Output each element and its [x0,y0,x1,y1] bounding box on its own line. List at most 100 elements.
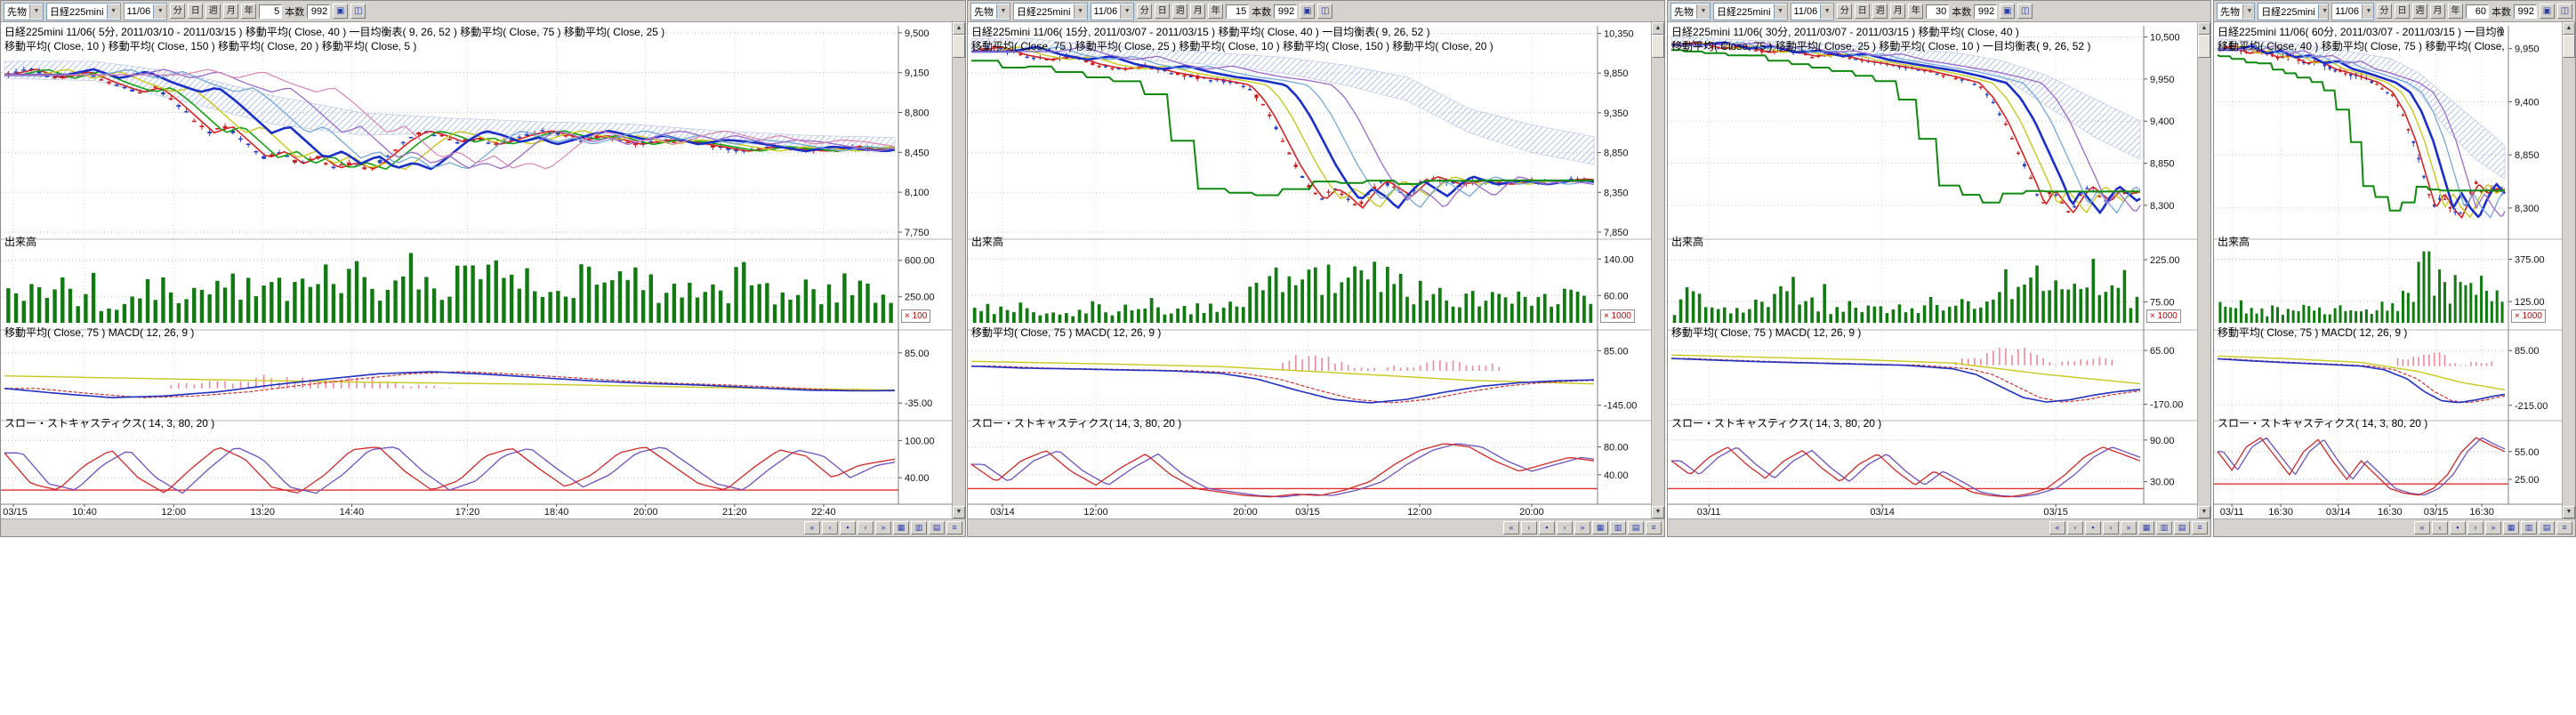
period-button-1[interactable]: 分 [170,4,186,19]
period-button-1[interactable]: 分 [1837,4,1853,19]
nav-table-button[interactable]: ▤ [1628,521,1644,534]
nav-first-button[interactable]: « [1503,521,1519,534]
toolbar-icon-button-2[interactable]: ◫ [2557,4,2572,19]
nav-next-button[interactable]: › [1557,521,1573,534]
nav-print-button[interactable]: ≡ [946,521,962,534]
interval-input[interactable]: 5 [259,4,283,19]
scroll-thumb[interactable] [1652,35,1664,58]
period-button-2[interactable]: 日 [1855,4,1871,19]
contract-select[interactable]: 11/06 ▼ [1790,2,1835,20]
nav-last-button[interactable]: » [2485,521,2501,534]
chart-canvas[interactable]: 9,950 9,400 8,850 8,300 375.00 125.00 85.00 -21… [2214,22,2562,520]
bars-count-input[interactable]: 992 [2514,4,2537,19]
contract-select[interactable]: 11/06 ▼ [1090,2,1135,20]
nav-grid-button[interactable]: ▦ [1592,521,1608,534]
bars-count-input[interactable]: 992 [307,4,331,19]
scroll-thumb[interactable] [953,35,965,58]
period-button-2[interactable]: 日 [2395,4,2410,19]
scroll-thumb[interactable] [2563,35,2575,58]
market-select[interactable]: 先物 ▼ [1670,2,1711,20]
bars-count-input[interactable]: 992 [1274,4,1298,19]
chart-canvas[interactable]: 9,500 9,150 8,800 8,450 8,100 7,750 600.00 250.… [1,22,952,520]
nav-next-button[interactable]: › [2103,521,2119,534]
nav-table-button[interactable]: ▤ [2174,521,2190,534]
scroll-up-icon[interactable]: ▲ [953,22,965,35]
nav-next-button[interactable]: › [2467,521,2483,534]
nav-layout-button[interactable]: ▥ [1610,521,1626,534]
period-button-1[interactable]: 分 [2377,4,2392,19]
chart-canvas[interactable]: 10,350 9,850 9,350 8,850 8,350 7,850 140.00 60.… [968,22,1651,520]
interval-input[interactable]: 30 [1926,4,1950,19]
symbol-select[interactable]: 日経225mini ▼ [46,2,121,20]
period-button-4[interactable]: 月 [1890,4,1906,19]
period-button-3[interactable]: 週 [1172,4,1188,19]
period-button-4[interactable]: 月 [223,4,239,19]
nav-print-button[interactable]: ≡ [1646,521,1662,534]
nav-next-button[interactable]: › [857,521,873,534]
symbol-select[interactable]: 日経225mini ▼ [1013,2,1088,20]
toolbar-icon-button-1[interactable]: ▣ [333,4,349,19]
nav-last-button[interactable]: » [875,521,891,534]
period-button-5[interactable]: 年 [1908,4,1924,19]
toolbar-icon-button-1[interactable]: ▣ [2540,4,2555,19]
bars-count-input[interactable]: 992 [1974,4,1998,19]
nav-grid-button[interactable]: ▦ [2503,521,2519,534]
nav-print-button[interactable]: ≡ [2192,521,2208,534]
nav-prev-button[interactable]: ‹ [1521,521,1537,534]
nav-grid-button[interactable]: ▦ [2138,521,2154,534]
nav-layout-button[interactable]: ▥ [2156,521,2172,534]
scroll-down-icon[interactable]: ▼ [2198,506,2210,518]
period-button-2[interactable]: 日 [1155,4,1171,19]
contract-select[interactable]: 11/06 ▼ [2331,2,2374,20]
market-select[interactable]: 先物 ▼ [2217,2,2256,20]
scroll-up-icon[interactable]: ▲ [1652,22,1664,35]
toolbar-icon-button-2[interactable]: ◫ [1317,4,1333,19]
symbol-select[interactable]: 日経225mini ▼ [2258,2,2330,20]
vertical-scrollbar[interactable]: ▲ ▼ [1651,22,1664,518]
nav-first-button[interactable]: « [2414,521,2430,534]
nav-table-button[interactable]: ▤ [2539,521,2555,534]
nav-first-button[interactable]: « [804,521,820,534]
period-button-3[interactable]: 週 [205,4,221,19]
interval-input[interactable]: 15 [1226,4,1250,19]
period-button-1[interactable]: 分 [1137,4,1153,19]
nav-mode-button[interactable]: ▪ [2450,521,2466,534]
nav-grid-button[interactable]: ▦ [893,521,909,534]
scroll-thumb[interactable] [2198,35,2210,58]
scroll-down-icon[interactable]: ▼ [2563,506,2575,518]
nav-mode-button[interactable]: ▪ [840,521,856,534]
vertical-scrollbar[interactable]: ▲ ▼ [2197,22,2210,518]
nav-print-button[interactable]: ≡ [2556,521,2572,534]
period-button-2[interactable]: 日 [188,4,204,19]
market-select[interactable]: 先物 ▼ [4,2,44,20]
period-button-3[interactable]: 週 [2412,4,2427,19]
symbol-select[interactable]: 日経225mini ▼ [1713,2,1788,20]
contract-select[interactable]: 11/06 ▼ [123,2,168,20]
nav-mode-button[interactable]: ▪ [2085,521,2101,534]
scroll-down-icon[interactable]: ▼ [953,506,965,518]
nav-mode-button[interactable]: ▪ [1539,521,1555,534]
vertical-scrollbar[interactable]: ▲ ▼ [2562,22,2575,518]
nav-first-button[interactable]: « [2049,521,2065,534]
period-button-4[interactable]: 月 [2430,4,2445,19]
chart-canvas[interactable]: 10,500 9,950 9,400 8,850 8,300 225.00 75.00 65.… [1668,22,2197,520]
toolbar-icon-button-1[interactable]: ▣ [1300,4,1316,19]
nav-last-button[interactable]: » [2121,521,2137,534]
toolbar-icon-button-1[interactable]: ▣ [2000,4,2016,19]
interval-input[interactable]: 60 [2466,4,2489,19]
nav-last-button[interactable]: » [1574,521,1590,534]
vertical-scrollbar[interactable]: ▲ ▼ [952,22,965,518]
period-button-5[interactable]: 年 [1208,4,1224,19]
nav-prev-button[interactable]: ‹ [2067,521,2083,534]
period-button-3[interactable]: 週 [1872,4,1888,19]
period-button-4[interactable]: 月 [1190,4,1206,19]
nav-prev-button[interactable]: ‹ [822,521,838,534]
scroll-down-icon[interactable]: ▼ [1652,506,1664,518]
scroll-up-icon[interactable]: ▲ [2198,22,2210,35]
market-select[interactable]: 先物 ▼ [970,2,1010,20]
period-button-5[interactable]: 年 [241,4,257,19]
scroll-up-icon[interactable]: ▲ [2563,22,2575,35]
nav-layout-button[interactable]: ▥ [2521,521,2537,534]
nav-prev-button[interactable]: ‹ [2432,521,2448,534]
nav-table-button[interactable]: ▤ [929,521,945,534]
